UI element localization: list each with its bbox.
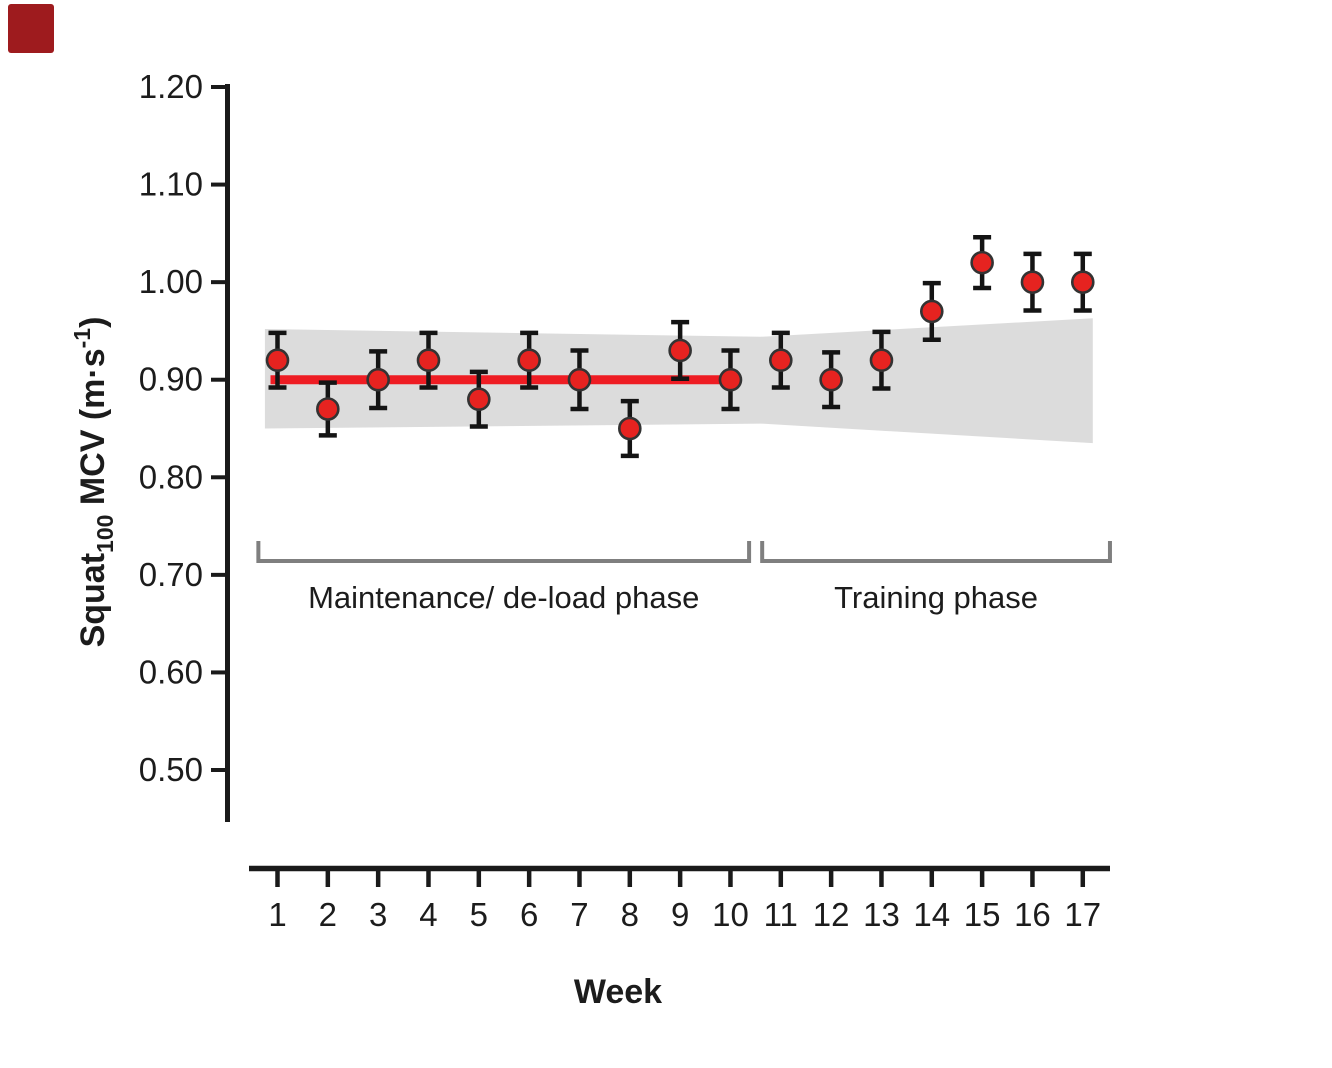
- y-axis-tick-label: 1.00: [139, 263, 203, 300]
- data-point: [265, 348, 290, 373]
- x-axis-tick-label: 5: [470, 896, 488, 933]
- y-axis-tick-label: 0.70: [139, 556, 203, 593]
- x-axis-tick-label: 7: [570, 896, 588, 933]
- data-point: [517, 348, 541, 373]
- y-axis-tick-label: 0.50: [139, 751, 203, 788]
- x-axis-tick-label: 11: [764, 896, 798, 933]
- x-axis-tick-label: 3: [369, 896, 387, 933]
- data-point: [919, 299, 944, 324]
- data-point: [819, 367, 843, 392]
- x-axis-tick-label: 10: [712, 896, 749, 933]
- y-axis-tick-label: 0.80: [139, 458, 203, 495]
- x-axis-tick-label: 4: [419, 896, 437, 933]
- data-point: [768, 348, 793, 373]
- data-point: [668, 338, 692, 363]
- data-point: [1020, 270, 1045, 294]
- data-point: [567, 367, 592, 392]
- y-axis-tick-label: 1.20: [139, 68, 203, 105]
- x-axis-tick-label: 14: [913, 896, 950, 933]
- x-axis-tick-label: 6: [520, 896, 538, 933]
- corner-marker: [8, 4, 54, 53]
- x-axis-title: Week: [574, 973, 662, 1011]
- data-point: [316, 397, 340, 421]
- phase-bracket: [256, 541, 752, 563]
- x-axis-tick-label: 12: [813, 896, 850, 933]
- y-axis-title: Squat100 MCV (m·s-1): [69, 317, 118, 648]
- phase-label: Training phase: [834, 580, 1038, 615]
- data-point: [718, 367, 743, 392]
- data-point: [869, 348, 894, 373]
- data-point: [1070, 270, 1095, 294]
- x-axis-tick-label: 8: [621, 896, 639, 933]
- data-point: [970, 250, 994, 275]
- phase-label: Maintenance/ de-load phase: [308, 580, 699, 615]
- y-axis-tick-label: 0.90: [139, 361, 203, 398]
- y-axis-tick-label: 1.10: [139, 166, 203, 203]
- x-axis-tick-label: 16: [1014, 896, 1051, 933]
- x-axis-tick-label: 2: [319, 896, 337, 933]
- data-point: [416, 348, 441, 373]
- x-axis-tick-label: 9: [671, 896, 689, 933]
- data-point: [467, 387, 491, 412]
- x-axis-tick-label: 13: [863, 896, 900, 933]
- data-point: [618, 416, 642, 441]
- data-point: [366, 367, 390, 392]
- y-axis-tick-label: 0.60: [139, 653, 203, 690]
- x-axis-tick-label: 15: [964, 896, 1001, 933]
- phase-bracket: [760, 541, 1112, 563]
- x-axis-tick-label: 17: [1064, 896, 1101, 933]
- x-axis-tick-label: 1: [268, 896, 286, 933]
